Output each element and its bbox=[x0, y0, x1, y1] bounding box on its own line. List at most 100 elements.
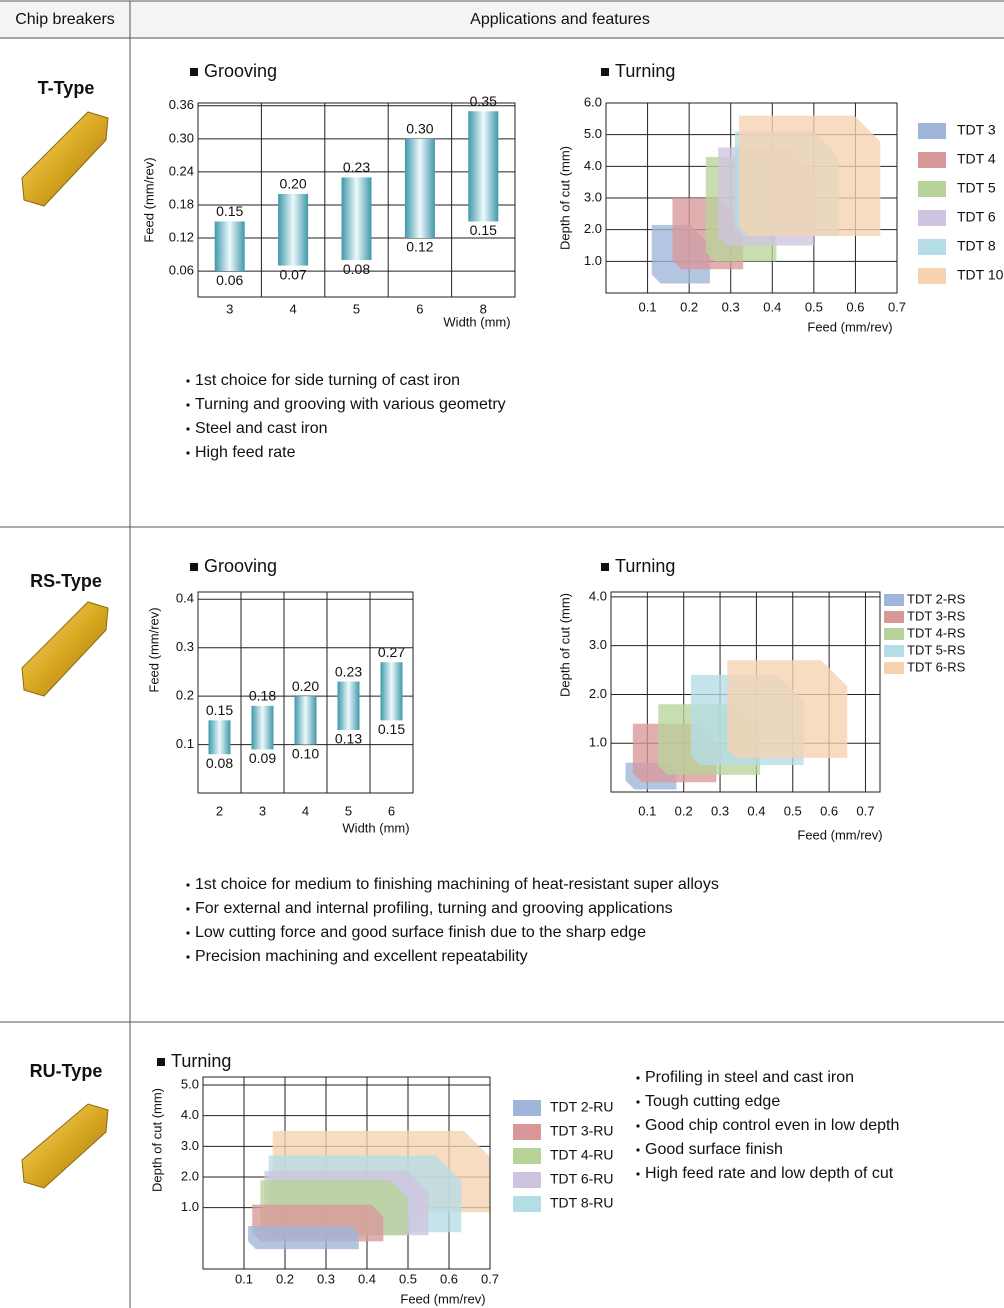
x-tick-label: 4 bbox=[289, 301, 296, 316]
x-tick-label: 2 bbox=[216, 803, 223, 818]
value-label: 0.15 bbox=[470, 222, 497, 238]
x-tick-label: 0.6 bbox=[820, 803, 838, 818]
header-cell: Chip breakers bbox=[15, 11, 115, 28]
legend-swatch bbox=[513, 1124, 541, 1140]
value-label: 0.13 bbox=[335, 731, 362, 747]
value-label: 0.10 bbox=[292, 745, 319, 761]
value-label: 0.12 bbox=[406, 239, 433, 255]
y-tick-label: 4.0 bbox=[589, 588, 607, 603]
y-tick-label: 4.0 bbox=[584, 158, 602, 173]
y-tick-label: 2.0 bbox=[589, 686, 607, 701]
feature-text: High feed rate and low depth of cut bbox=[645, 1165, 894, 1182]
x-tick-label: 0.5 bbox=[784, 803, 802, 818]
y-tick-label: 0.12 bbox=[169, 229, 194, 244]
y-axis-label: Depth of cut (mm) bbox=[149, 1088, 164, 1192]
value-label: 0.35 bbox=[470, 93, 497, 109]
legend-label: TDT 4-RS bbox=[907, 625, 966, 640]
value-label: 0.18 bbox=[249, 688, 276, 704]
bullet bbox=[186, 955, 190, 959]
y-tick-label: 1.0 bbox=[181, 1199, 199, 1214]
legend-label: TDT 4 bbox=[957, 151, 996, 167]
y-tick-label: 0.06 bbox=[169, 263, 194, 278]
range-bar bbox=[251, 705, 274, 750]
legend-swatch bbox=[884, 662, 904, 674]
x-tick-label: 0.6 bbox=[846, 299, 864, 314]
chart-title: Turning bbox=[615, 61, 675, 81]
x-axis-label: Width (mm) bbox=[342, 820, 409, 835]
legend-label: TDT 5 bbox=[957, 180, 996, 196]
x-tick-label: 0.2 bbox=[675, 803, 693, 818]
x-tick-label: 5 bbox=[345, 803, 352, 818]
value-label: 0.07 bbox=[279, 266, 306, 282]
x-tick-label: 6 bbox=[416, 301, 423, 316]
value-label: 0.20 bbox=[292, 678, 319, 694]
feed-depth-area bbox=[727, 660, 848, 758]
title-marker bbox=[190, 68, 198, 76]
feature-text: Precision machining and excellent repeat… bbox=[195, 948, 528, 965]
bullet bbox=[636, 1148, 640, 1152]
x-axis-label: Feed (mm/rev) bbox=[807, 319, 892, 334]
legend-label: TDT 6-RS bbox=[907, 659, 966, 674]
x-axis-label: Width (mm) bbox=[443, 314, 510, 329]
feed-depth-area bbox=[739, 115, 881, 236]
x-tick-label: 3 bbox=[226, 301, 233, 316]
range-bar bbox=[214, 221, 245, 272]
y-tick-label: 0.24 bbox=[169, 163, 194, 178]
feature-text: Low cutting force and good surface finis… bbox=[195, 924, 646, 941]
y-tick-label: 0.18 bbox=[169, 196, 194, 211]
row-title: RS-Type bbox=[30, 571, 102, 591]
value-label: 0.08 bbox=[206, 755, 233, 771]
x-tick-label: 0.1 bbox=[639, 299, 657, 314]
legend-label: TDT 10 bbox=[957, 267, 1004, 283]
y-axis-label: Feed (mm/rev) bbox=[141, 157, 156, 242]
x-axis-label: Feed (mm/rev) bbox=[797, 827, 882, 842]
bullet bbox=[186, 427, 190, 431]
x-tick-label: 0.2 bbox=[680, 299, 698, 314]
row-title: T-Type bbox=[38, 78, 95, 98]
insert-image bbox=[21, 111, 109, 1189]
legend-label: TDT 8-RU bbox=[550, 1195, 614, 1211]
y-tick-label: 2.0 bbox=[181, 1168, 199, 1183]
legend-label: TDT 3-RU bbox=[550, 1123, 614, 1139]
bullet bbox=[636, 1100, 640, 1104]
y-axis-label: Feed (mm/rev) bbox=[146, 607, 161, 692]
feature-text: Good chip control even in low depth bbox=[645, 1117, 899, 1134]
legend-swatch bbox=[513, 1172, 541, 1188]
range-bar bbox=[404, 138, 435, 239]
title-marker bbox=[601, 563, 609, 571]
feature-text: High feed rate bbox=[195, 444, 296, 461]
plot-frame-outline bbox=[202, 1076, 491, 1270]
y-tick-label: 4.0 bbox=[181, 1107, 199, 1122]
header-bg bbox=[0, 1, 1004, 38]
insert-shape bbox=[21, 111, 109, 207]
legend-label: TDT 6 bbox=[957, 209, 996, 225]
y-tick-label: 6.0 bbox=[584, 94, 602, 109]
x-tick-label: 3 bbox=[259, 803, 266, 818]
y-tick-label: 3.0 bbox=[584, 189, 602, 204]
value-label: 0.09 bbox=[249, 750, 276, 766]
feature-text: For external and internal profiling, tur… bbox=[195, 900, 673, 917]
x-tick-label: 4 bbox=[302, 803, 309, 818]
value-label: 0.27 bbox=[378, 644, 405, 660]
value-label: 0.30 bbox=[406, 121, 433, 137]
y-tick-label: 3.0 bbox=[181, 1138, 199, 1153]
y-tick-label: 0.4 bbox=[176, 591, 194, 606]
legend-swatch bbox=[918, 181, 946, 197]
bullet bbox=[636, 1172, 640, 1176]
legend-label: TDT 3 bbox=[957, 122, 996, 138]
legend-label: TDT 8 bbox=[957, 238, 996, 254]
range-bar bbox=[380, 662, 403, 721]
value-label: 0.15 bbox=[378, 721, 405, 737]
range-bar bbox=[468, 111, 499, 222]
x-tick-label: 0.2 bbox=[276, 1271, 294, 1286]
range-bar bbox=[341, 177, 372, 261]
y-tick-label: 2.0 bbox=[584, 221, 602, 236]
insert-shape bbox=[21, 1103, 109, 1189]
x-tick-label: 0.3 bbox=[722, 299, 740, 314]
legend-label: TDT 3-RS bbox=[907, 608, 966, 623]
y-axis-label: Depth of cut (mm) bbox=[557, 146, 572, 250]
y-tick-label: 1.0 bbox=[584, 253, 602, 268]
feed-depth-area bbox=[248, 1226, 359, 1250]
